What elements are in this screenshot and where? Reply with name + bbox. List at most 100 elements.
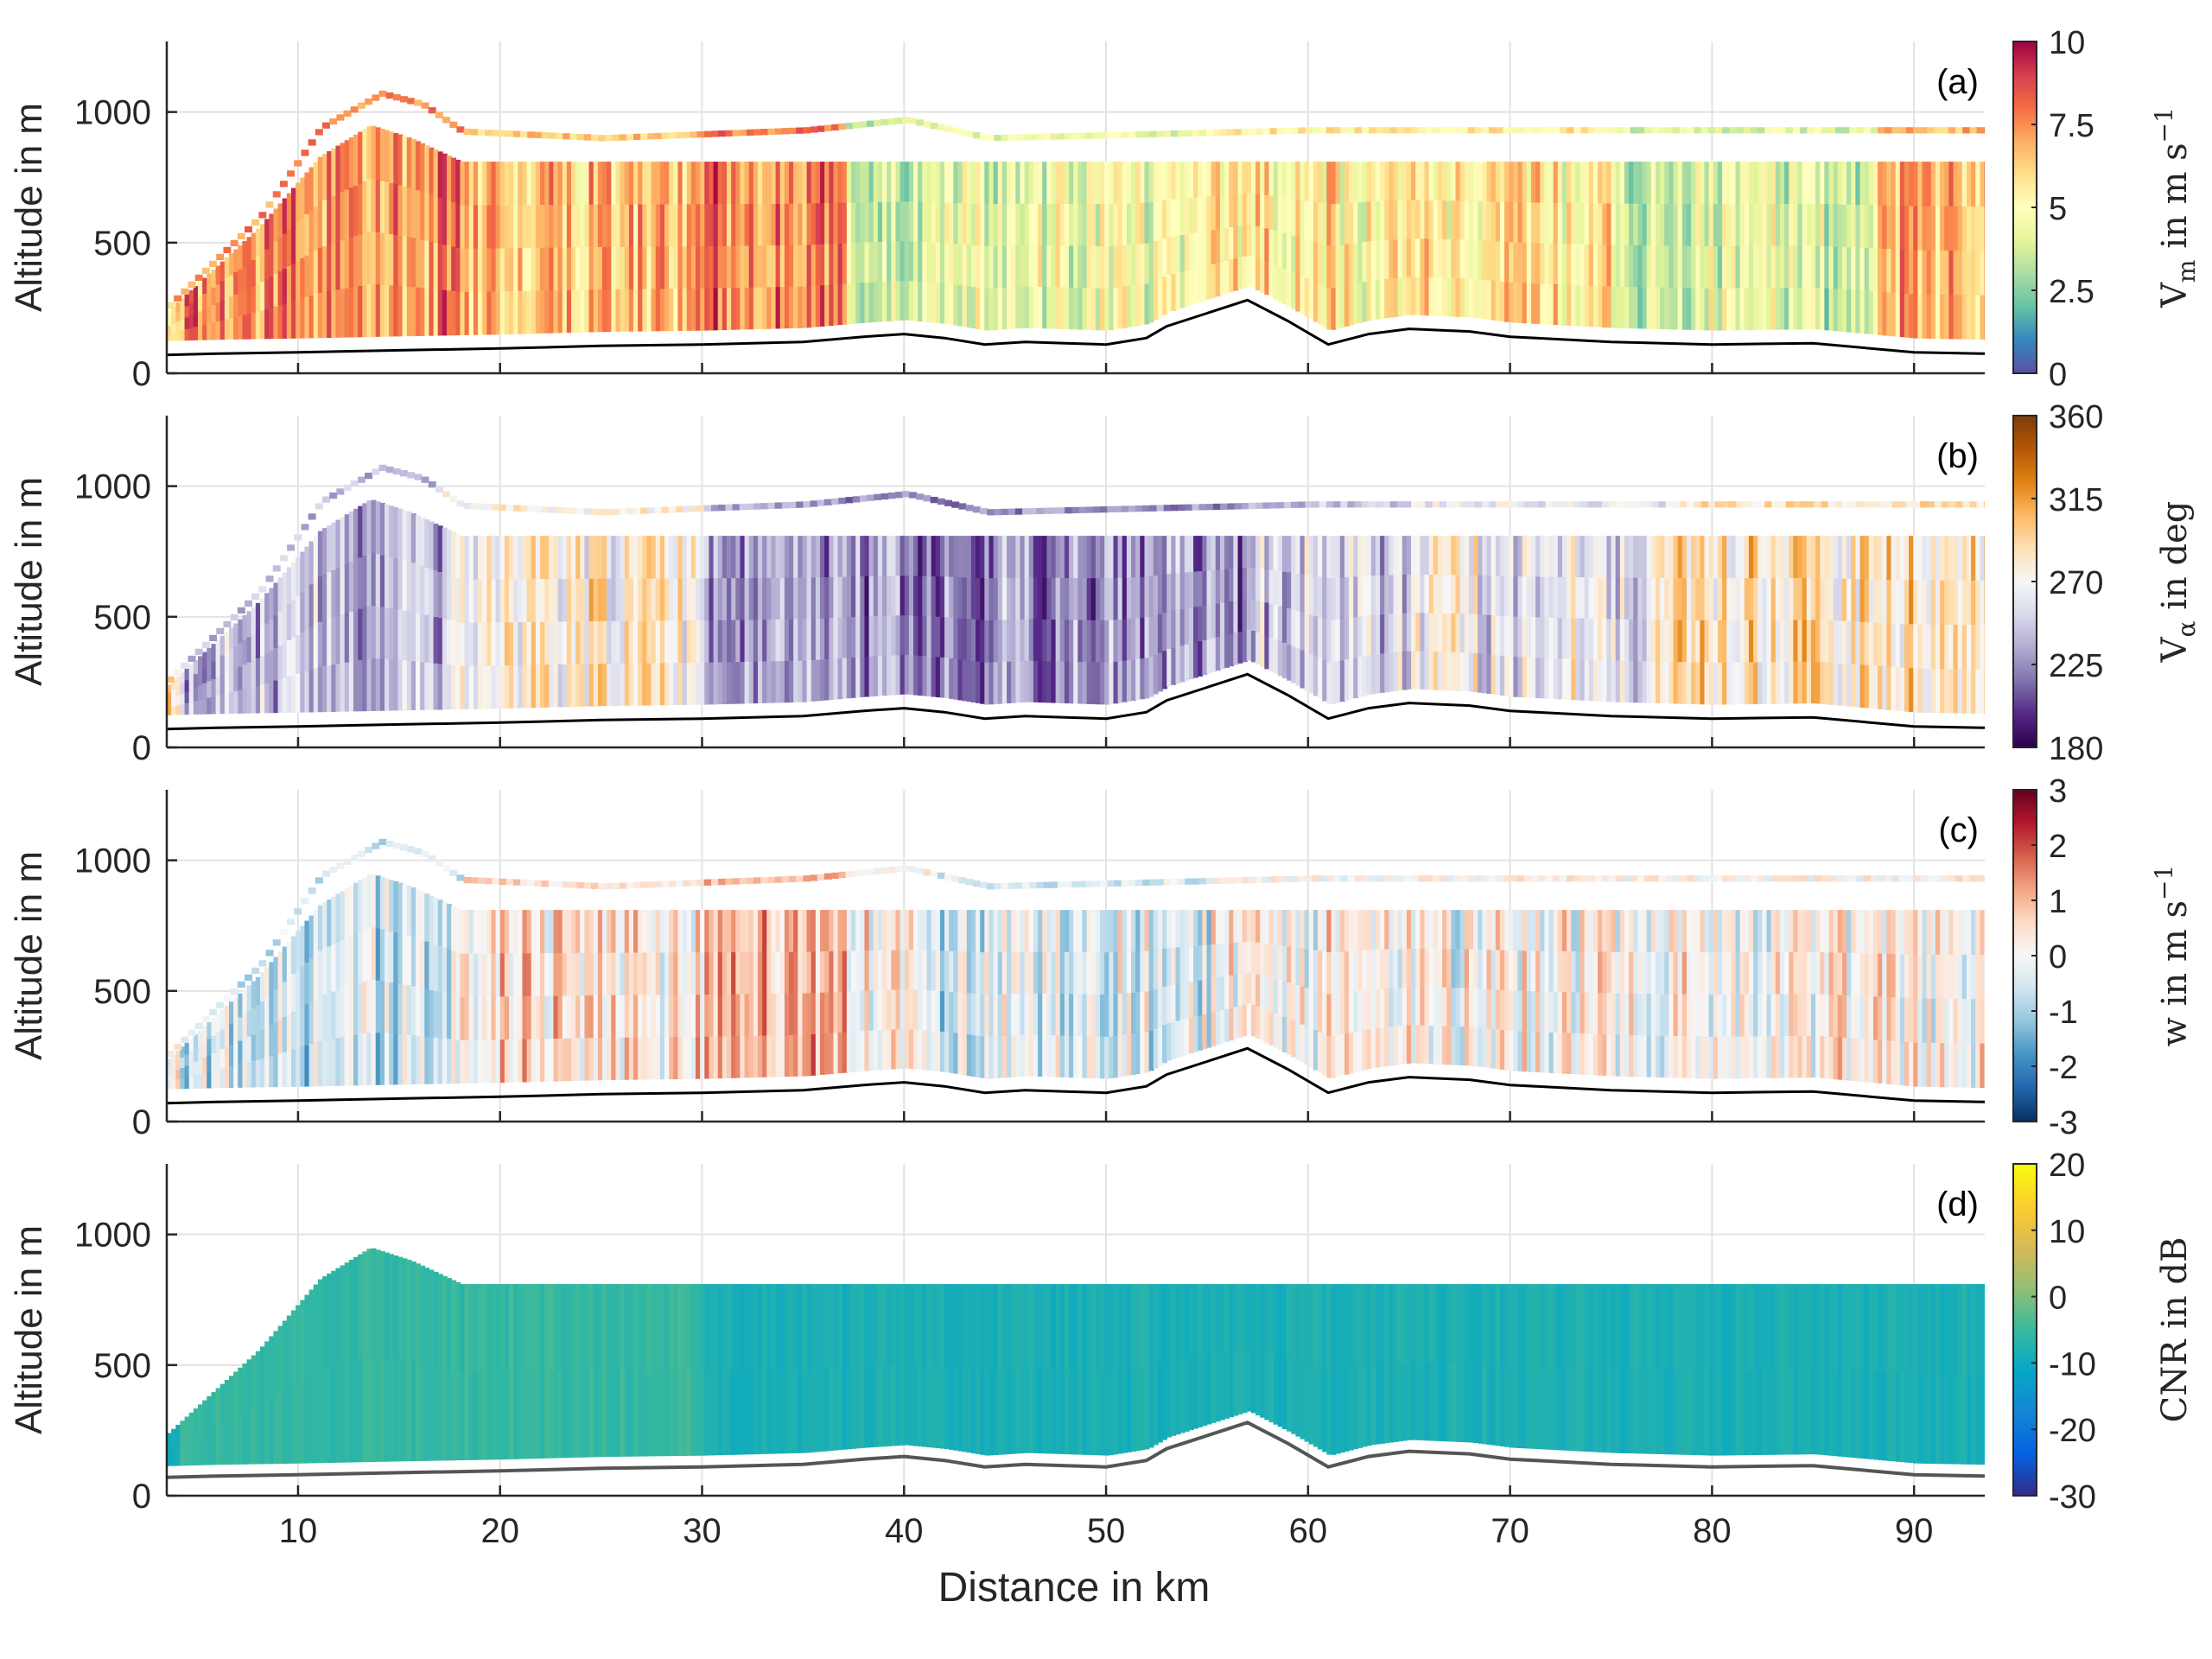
heatmap-cell [810, 992, 817, 1034]
heatmap-cell [1277, 944, 1283, 981]
heatmap-cell [549, 952, 555, 996]
heatmap-cell [260, 626, 265, 657]
heatmap-cell [1313, 281, 1319, 322]
track-segment [1319, 501, 1327, 508]
heatmap-cell [238, 315, 244, 340]
heatmap-cell [593, 910, 599, 953]
heatmap-cell [588, 246, 594, 290]
track-segment [711, 505, 720, 512]
track-segment [1792, 501, 1801, 508]
heatmap-cell [1464, 536, 1470, 575]
heatmap-cell [1402, 200, 1408, 239]
heatmap-cell [1255, 194, 1262, 226]
heatmap-cell [562, 910, 568, 954]
heatmap-cell [1806, 577, 1812, 620]
heatmap-cell [949, 991, 955, 1033]
heatmap-cell [486, 664, 493, 709]
heatmap-cell [970, 951, 976, 994]
heatmap-cell [1878, 622, 1884, 666]
heatmap-cell [1615, 536, 1621, 578]
heatmap-cell [1198, 232, 1204, 268]
heatmap-cell [1513, 656, 1519, 697]
heatmap-cell [389, 182, 395, 235]
heatmap-cell [704, 288, 710, 331]
heatmap-cell [1162, 200, 1167, 239]
heatmap-cell [1406, 574, 1412, 613]
heatmap-cell [860, 282, 866, 323]
heatmap-cell [1891, 162, 1897, 207]
heatmap-cell [1086, 620, 1092, 663]
heatmap-cell [1980, 206, 1985, 251]
heatmap-cell [1215, 228, 1221, 264]
heatmap-cell [429, 288, 435, 336]
heatmap-cell [1553, 658, 1559, 700]
heatmap-cell [1042, 577, 1048, 620]
heatmap-cell [580, 162, 586, 205]
heatmap-cell [486, 536, 493, 580]
heatmap-cell [1077, 951, 1084, 995]
heatmap-cell [562, 204, 568, 248]
heatmap-cell [1224, 1008, 1230, 1042]
heatmap-cell [504, 536, 510, 580]
heatmap-cell [1402, 574, 1408, 613]
heatmap-cell [588, 663, 594, 707]
heatmap-cell [566, 664, 572, 708]
heatmap-cell [1402, 651, 1408, 690]
heatmap-cell [416, 238, 421, 288]
heatmap-cell [1859, 204, 1866, 248]
heatmap-cell [1744, 203, 1750, 246]
heatmap-cell [976, 536, 981, 578]
track-segment [1340, 501, 1349, 508]
heatmap-cell [1140, 162, 1146, 203]
heatmap-cell [820, 658, 825, 701]
track-segment [194, 648, 203, 656]
heatmap-cell [860, 242, 866, 283]
heatmap-cell [740, 1035, 746, 1078]
heatmap-cell [175, 330, 181, 341]
heatmap-cell [895, 654, 901, 696]
heatmap-cell [1144, 162, 1150, 203]
heatmap-cell [1219, 536, 1225, 570]
heatmap-cell [882, 162, 887, 202]
heatmap-cell [264, 652, 270, 683]
heatmap-cell [269, 307, 275, 340]
heatmap-cell [864, 990, 870, 1032]
heatmap-cell [566, 578, 572, 622]
heatmap-cell [1859, 289, 1866, 334]
heatmap-cell [1384, 239, 1390, 280]
heatmap-cell [180, 1057, 186, 1069]
track-segment [605, 509, 613, 516]
heatmap-cell [789, 286, 794, 329]
heatmap-cell [1260, 1007, 1266, 1041]
heatmap-cell [518, 290, 524, 334]
heatmap-cell [402, 983, 408, 1035]
track-segment [817, 125, 825, 132]
heatmap-cell [188, 1076, 194, 1090]
heatmap-cell [1291, 645, 1297, 683]
heatmap-cell [1975, 250, 1981, 296]
heatmap-cell [1802, 577, 1808, 620]
heatmap-cell [895, 240, 901, 282]
heatmap-cell [1841, 578, 1847, 621]
heatmap-cell [1686, 203, 1692, 246]
heatmap-cell [758, 993, 763, 1036]
heatmap-cell [429, 942, 435, 990]
track-segment [1425, 501, 1433, 508]
heatmap-cell [1433, 574, 1439, 613]
heatmap-cell [1567, 617, 1573, 659]
heatmap-cell [1281, 1016, 1287, 1053]
heatmap-cell [868, 910, 874, 950]
heatmap-cell [1815, 536, 1821, 579]
heatmap-cell [402, 934, 408, 985]
heatmap-cell [1526, 657, 1532, 698]
heatmap-cell [624, 204, 630, 247]
heatmap-cell [1051, 203, 1057, 246]
heatmap-cell [887, 615, 893, 656]
heatmap-cell [1122, 660, 1128, 702]
heatmap-cell [1077, 910, 1084, 953]
heatmap-cell [766, 660, 772, 703]
heatmap-cell [1433, 200, 1439, 239]
track-segment [1262, 128, 1271, 135]
heatmap-cell [308, 915, 315, 959]
heatmap-cell [1100, 245, 1105, 289]
